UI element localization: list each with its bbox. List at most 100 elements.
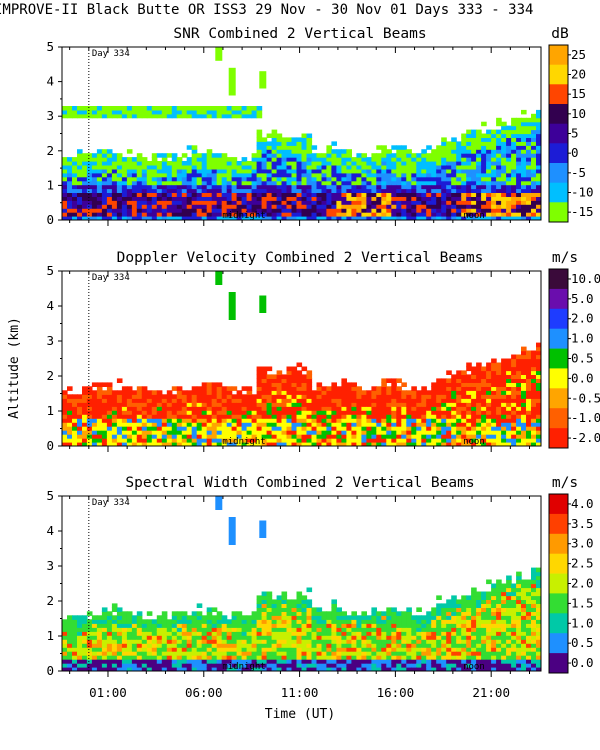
heatmap-cell	[506, 145, 512, 150]
heatmap-cell	[421, 619, 427, 624]
heatmap-cell	[291, 667, 298, 671]
heatmap-cell	[396, 168, 402, 174]
heatmap-cell	[411, 184, 417, 190]
heatmap-cell	[101, 208, 108, 213]
heatmap-cell	[366, 200, 372, 205]
heatmap-cell	[526, 157, 532, 162]
heatmap-cell	[236, 631, 243, 636]
heatmap-cell	[341, 161, 347, 166]
heatmap-cell	[301, 607, 308, 612]
heatmap-cell	[521, 346, 527, 352]
heatmap-cell	[171, 168, 178, 174]
heatmap-cell	[131, 204, 138, 209]
heatmap-cell	[206, 390, 213, 395]
heatmap-cell	[531, 382, 537, 387]
heatmap-cell	[511, 125, 517, 131]
heatmap-cell	[196, 659, 203, 664]
heatmap-cell	[96, 208, 103, 213]
heatmap-cell	[216, 382, 223, 387]
heatmap-cell	[62, 631, 68, 636]
heatmap-cell	[281, 188, 288, 193]
heatmap-cell	[206, 434, 213, 439]
heatmap-cell	[161, 394, 168, 399]
heatmap-cell	[371, 204, 377, 209]
heatmap-cell	[336, 212, 342, 217]
heatmap-cell	[251, 402, 258, 407]
heatmap-cell	[331, 667, 337, 671]
heatmap-cell	[91, 667, 98, 671]
heatmap-cell	[501, 192, 507, 197]
heatmap-cell	[231, 659, 238, 664]
heatmap-cell	[496, 121, 502, 127]
heatmap-cell	[436, 430, 442, 435]
heatmap-cell	[266, 378, 273, 383]
heatmap-cell	[166, 153, 173, 158]
heatmap-cell	[471, 176, 477, 182]
heatmap-cell	[381, 430, 387, 435]
heatmap-cell	[271, 172, 278, 178]
heatmap-cell	[271, 200, 278, 205]
heatmap-cell	[106, 172, 113, 178]
heatmap-cell	[416, 196, 422, 201]
heatmap-cell	[366, 414, 372, 419]
heatmap-cell	[426, 216, 432, 220]
heatmap-cell	[77, 631, 83, 636]
heatmap-cell	[236, 113, 243, 119]
heatmap-cell	[236, 410, 243, 415]
heatmap-cell	[431, 394, 437, 399]
heatmap-cell	[96, 414, 103, 419]
heatmap-cell	[131, 623, 138, 628]
heatmap-cell	[72, 418, 78, 423]
heatmap-cell	[146, 200, 153, 205]
heatmap-cell	[441, 659, 447, 664]
colorbar-label: -5	[571, 165, 586, 180]
heatmap-cell	[386, 635, 392, 640]
heatmap-cell	[411, 442, 417, 446]
heatmap-cell	[111, 109, 118, 115]
heatmap-cell	[321, 659, 328, 664]
heatmap-cell	[421, 192, 427, 197]
heatmap-cell	[446, 204, 452, 209]
heatmap-cell	[471, 161, 477, 166]
heatmap-cell	[276, 141, 283, 146]
heatmap-cell	[241, 212, 248, 217]
heatmap-cell	[271, 426, 278, 431]
heatmap-cell	[226, 651, 233, 656]
heatmap-cell	[101, 615, 108, 620]
heatmap-cell	[246, 655, 253, 660]
heatmap-cell	[166, 176, 173, 182]
heatmap-cell	[476, 362, 482, 368]
heatmap-cell	[361, 667, 367, 671]
heatmap-cell	[361, 180, 367, 186]
heatmap-cell	[266, 631, 273, 636]
heatmap-cell	[351, 192, 357, 197]
heatmap-cell	[476, 161, 482, 166]
heatmap-cell	[246, 386, 253, 391]
heatmap-cell	[531, 168, 537, 174]
heatmap-cell	[311, 208, 318, 213]
heatmap-cell	[146, 109, 153, 115]
heatmap-cell	[386, 659, 392, 664]
heatmap-cell	[156, 655, 163, 660]
heatmap-cell	[266, 406, 273, 411]
heatmap-cell	[386, 208, 392, 213]
heatmap-cell	[441, 141, 447, 146]
heatmap-cell	[471, 442, 477, 446]
heatmap-cell	[536, 149, 541, 154]
heatmap-cell	[411, 196, 417, 201]
heatmap-cell	[151, 667, 158, 671]
heatmap-cell	[221, 176, 228, 182]
heatmap-cell	[331, 623, 337, 628]
heatmap-cell	[266, 410, 273, 415]
heatmap-cell	[131, 161, 138, 166]
heatmap-cell	[196, 398, 203, 403]
heatmap-cell	[126, 623, 133, 628]
heatmap-cell	[276, 667, 283, 671]
y-tick-label: 0	[46, 212, 54, 227]
heatmap-cell	[206, 180, 213, 186]
heatmap-cell	[376, 390, 382, 395]
heatmap-cell	[141, 647, 148, 652]
heatmap-cell	[476, 212, 482, 217]
heatmap-cell	[91, 434, 98, 439]
heatmap-cell	[396, 153, 402, 158]
